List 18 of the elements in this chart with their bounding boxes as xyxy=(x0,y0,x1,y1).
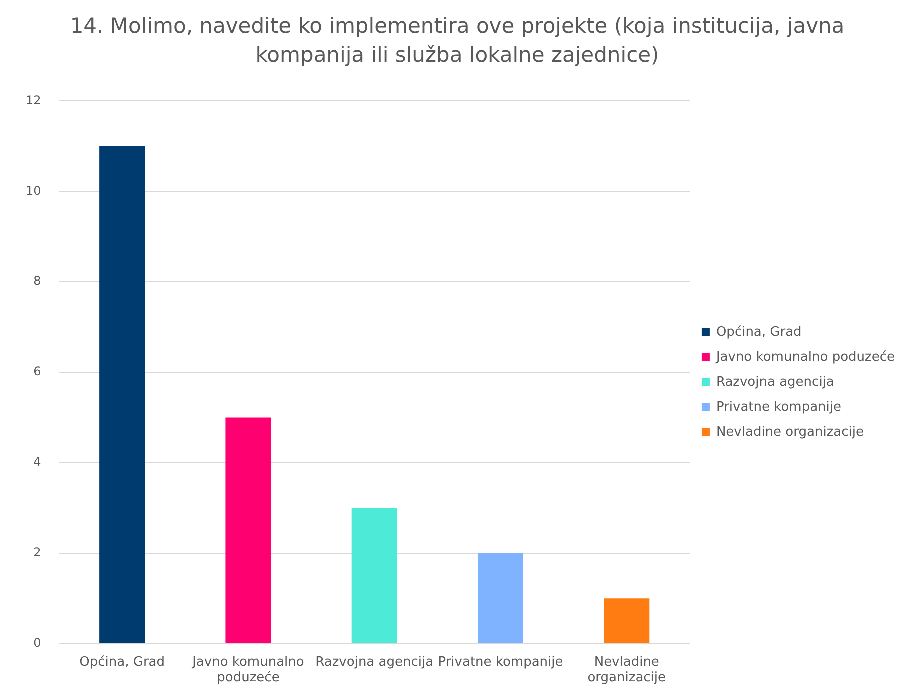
chart-title: 14. Molimo, navedite ko implementira ove projekte (koja institucija, javna kompanija ili služba lokalne zajednice) xyxy=(69,13,846,69)
legend-label: Javno komunalno poduzeće xyxy=(715,350,895,365)
y-tick-label: 8 xyxy=(34,274,42,288)
x-tick-label: Privatne kompanije xyxy=(438,654,564,670)
legend-label: Razvojna agencija xyxy=(716,374,834,390)
y-tick-label: 2 xyxy=(34,545,42,560)
y-tick-label: 12 xyxy=(26,93,42,108)
y-tick-label: 10 xyxy=(26,184,42,198)
x-tick-label: Nevladine organizacije xyxy=(588,654,666,686)
legend-label: Privatne kompanije xyxy=(716,400,842,415)
y-tick-label: 0 xyxy=(34,636,42,650)
legend-label: Općina, Grad xyxy=(716,324,802,340)
x-tick-label: Javno komunalno poduzeće xyxy=(192,654,304,686)
y-tick-label: 6 xyxy=(34,364,42,379)
legend-label: Nevladine organizacije xyxy=(716,424,864,440)
y-tick-label: 4 xyxy=(34,455,42,470)
x-tick-label: Razvojna agencija xyxy=(316,654,434,670)
x-tick-label: Općina, Grad xyxy=(80,654,166,670)
